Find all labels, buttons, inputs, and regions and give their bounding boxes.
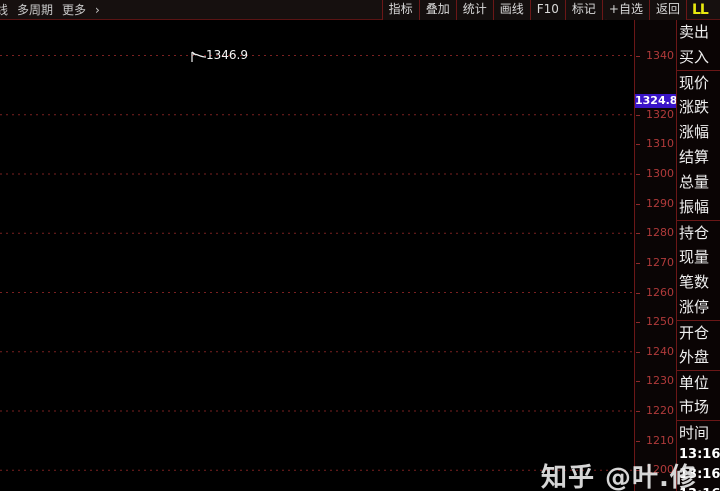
axis-tick-mark (636, 381, 640, 383)
peak-arrow-icon (191, 51, 207, 62)
axis-tick-label: 1280 (646, 226, 674, 240)
quote-row-tick-count: 笔数 (679, 273, 710, 291)
axis-tick-mark (636, 351, 640, 353)
candlestick-chart[interactable]: 1346.9 (0, 20, 634, 491)
quote-row-settlement: 结算 (679, 148, 710, 166)
axis-tick-label: 1210 (646, 433, 674, 447)
toolbar-button-drawline[interactable]: 画线 (492, 0, 531, 20)
axis-tick-label: 1310 (646, 137, 674, 151)
toolbar-button-indicator[interactable]: 指标 (381, 0, 420, 20)
axis-tick-label: 1270 (646, 255, 674, 269)
price-axis: 1340 1320 1310 1300 1290 1280 1270 1260 1250 1240… (634, 20, 678, 491)
quote-row-amplitude: 振幅 (679, 198, 710, 216)
quote-row-buy: 买入 (679, 48, 710, 66)
chart-canvas (0, 55, 634, 471)
axis-tick-label: 1200 (646, 463, 674, 477)
axis-tick-mark (636, 233, 640, 235)
quote-row-sell: 卖出 (679, 23, 710, 41)
axis-tick-label: 1230 (646, 374, 674, 388)
quote-row-change-pct: 涨幅 (679, 123, 710, 141)
toolbar-button-mark[interactable]: 标记 (564, 0, 603, 20)
axis-tick-label: 1250 (646, 315, 674, 329)
peak-annotation-label: 1346.9 (206, 48, 248, 62)
quote-row-current-price: 现价 (677, 70, 720, 95)
axis-tick-mark (636, 203, 640, 205)
quote-row-market: 市场 (679, 398, 710, 416)
toolbar-left-item-multiperiod[interactable]: 多周期 (17, 3, 54, 17)
axis-tick-label: 1260 (646, 285, 674, 299)
toolbar-button-overlay[interactable]: 叠加 (418, 0, 457, 20)
toolbar-right-group: 指标 叠加 统计 画线 F10 标记 +自选 返回 (381, 0, 687, 20)
axis-tick-mark (636, 292, 640, 294)
corner-label: LL (692, 2, 709, 18)
axis-tick-mark (636, 411, 640, 413)
axis-tick-label: 1320 (646, 107, 674, 121)
axis-tick-mark (636, 322, 640, 324)
quote-panel[interactable]: 卖出 买入 现价 涨跌 涨幅 结算 总量 振幅 持仓 现量 笔数 涨停 开仓 外… (676, 20, 720, 491)
quote-row-limit-up: 涨停 (679, 298, 710, 316)
quote-row-open-position: 开仓 (677, 320, 720, 345)
axis-tick-label: 1300 (646, 167, 674, 181)
toolbar-button-statistics[interactable]: 统计 (455, 0, 494, 20)
axis-tick-label: 1240 (646, 344, 674, 358)
quote-row-open-interest: 持仓 (677, 220, 720, 245)
axis-tick-mark (636, 114, 640, 116)
axis-tick-label: 1340 (646, 48, 674, 62)
toolbar-left-group: 线 多周期 更多 › (0, 0, 100, 20)
quote-time-entry: 13:16 (677, 485, 720, 491)
quote-row-outer-volume: 外盘 (679, 348, 710, 366)
quote-row-unit: 单位 (677, 370, 720, 395)
toolbar-left-item-line[interactable]: 线 (0, 3, 9, 17)
toolbar-left-item-more[interactable]: 更多 (62, 3, 87, 17)
chevron-right-icon[interactable]: › (95, 3, 100, 17)
toolbar-button-f10[interactable]: F10 (529, 0, 566, 20)
axis-tick-label: 1220 (646, 404, 674, 418)
quote-row-volume: 总量 (679, 173, 710, 191)
axis-tick-mark (636, 55, 640, 57)
axis-tick-mark (636, 440, 640, 442)
current-price-marker: 1324.8 (635, 93, 678, 108)
axis-tick-mark (636, 144, 640, 146)
toolbar-button-back[interactable]: 返回 (648, 0, 687, 20)
quote-time-entry: 13:16 (679, 467, 720, 482)
quote-row-change: 涨跌 (679, 98, 710, 116)
toolbar-button-add-favorite[interactable]: +自选 (601, 0, 650, 20)
watermark: 知乎 @叶.修 (541, 463, 697, 491)
axis-tick-label: 1290 (646, 196, 674, 210)
axis-tick-mark (636, 262, 640, 264)
quote-row-current-volume: 现量 (679, 248, 710, 266)
axis-tick-mark (636, 470, 640, 472)
quote-time-entry: 13:16 (679, 447, 720, 462)
quote-row-time-header: 时间 (677, 420, 720, 445)
axis-tick-mark (636, 174, 640, 176)
top-toolbar: 线 多周期 更多 › 指标 叠加 统计 画线 F10 标记 +自选 返回 LL (0, 0, 720, 20)
